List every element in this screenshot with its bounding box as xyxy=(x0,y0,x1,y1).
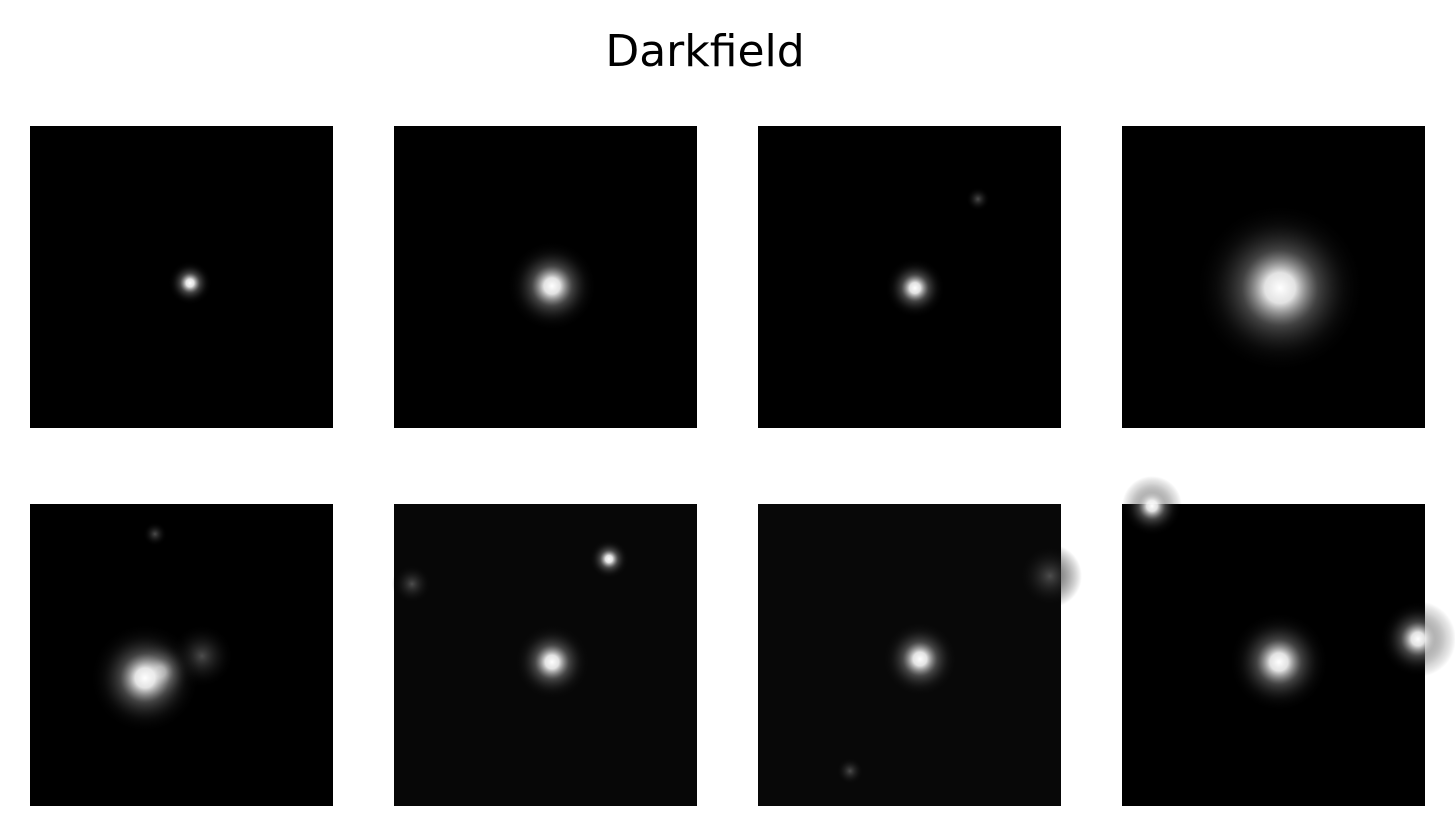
particle xyxy=(168,261,212,305)
particle xyxy=(1195,203,1365,373)
particle xyxy=(392,564,432,604)
particle xyxy=(507,241,597,331)
image-panel xyxy=(758,504,1082,806)
particle xyxy=(1122,476,1182,536)
particle xyxy=(1380,601,1455,677)
image-panel xyxy=(394,126,697,428)
particle xyxy=(1229,612,1329,712)
figure-title: Darkfield xyxy=(605,26,804,77)
particle xyxy=(1018,544,1082,608)
particle xyxy=(143,522,167,546)
image-panel xyxy=(30,126,333,428)
particle xyxy=(836,757,864,785)
image-panel xyxy=(758,126,1061,428)
particle xyxy=(885,258,945,318)
particle xyxy=(514,624,590,700)
image-panel xyxy=(392,504,697,806)
image-panel xyxy=(1122,126,1425,428)
particle xyxy=(589,539,629,579)
particle xyxy=(966,187,990,211)
image-panel xyxy=(30,504,333,806)
particle xyxy=(90,623,200,733)
image-panel xyxy=(1122,476,1455,806)
particle xyxy=(882,621,958,697)
